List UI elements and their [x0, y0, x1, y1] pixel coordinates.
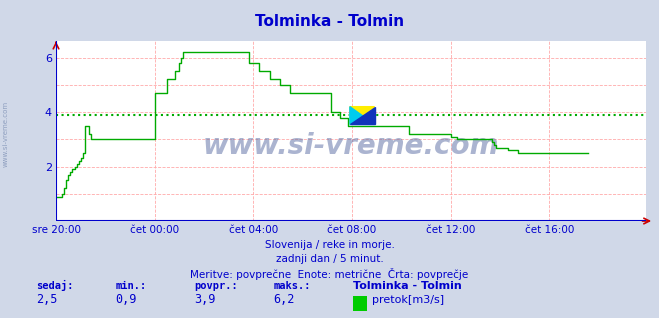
Text: Tolminka - Tolmin: Tolminka - Tolmin: [353, 281, 461, 291]
Text: www.si-vreme.com: www.si-vreme.com: [203, 132, 499, 160]
Text: sedaj:: sedaj:: [36, 280, 74, 291]
Polygon shape: [350, 107, 374, 124]
Polygon shape: [350, 107, 374, 124]
Text: povpr.:: povpr.:: [194, 281, 238, 291]
Text: pretok[m3/s]: pretok[m3/s]: [372, 295, 444, 305]
Text: Meritve: povprečne  Enote: metrične  Črta: povprečje: Meritve: povprečne Enote: metrične Črta:…: [190, 268, 469, 280]
Text: 0,9: 0,9: [115, 293, 136, 306]
Text: zadnji dan / 5 minut.: zadnji dan / 5 minut.: [275, 254, 384, 264]
Text: Tolminka - Tolmin: Tolminka - Tolmin: [255, 14, 404, 29]
Text: 3,9: 3,9: [194, 293, 215, 306]
Text: Slovenija / reke in morje.: Slovenija / reke in morje.: [264, 240, 395, 250]
Text: maks.:: maks.:: [273, 281, 311, 291]
Text: www.si-vreme.com: www.si-vreme.com: [2, 100, 9, 167]
Polygon shape: [350, 107, 374, 124]
Text: min.:: min.:: [115, 281, 146, 291]
Text: 6,2: 6,2: [273, 293, 295, 306]
Text: 2,5: 2,5: [36, 293, 57, 306]
